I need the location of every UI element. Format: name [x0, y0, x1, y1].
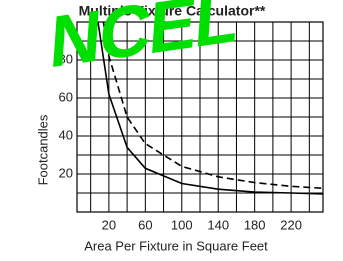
chart: Multiple Fixture Calculator** Footcandle… — [0, 0, 343, 261]
x-tick-label: 20 — [102, 217, 116, 232]
x-tick-label: 60 — [138, 217, 152, 232]
y-tick-label: 20 — [59, 165, 73, 180]
y-tick-label: 60 — [59, 89, 73, 104]
x-axis-label: Area Per Fixture in Square Feet — [84, 238, 268, 253]
x-tick-label: 140 — [207, 217, 229, 232]
y-axis-label: Footcandles — [35, 114, 50, 185]
x-tick-label: 180 — [244, 217, 266, 232]
x-tick-label: 220 — [280, 217, 302, 232]
page: {"chart_data": {"type": "line", "title":… — [0, 0, 343, 261]
y-tick-label: 40 — [59, 127, 73, 142]
x-tick-label: 100 — [171, 217, 193, 232]
stamp-text: NCEL — [47, 0, 239, 84]
